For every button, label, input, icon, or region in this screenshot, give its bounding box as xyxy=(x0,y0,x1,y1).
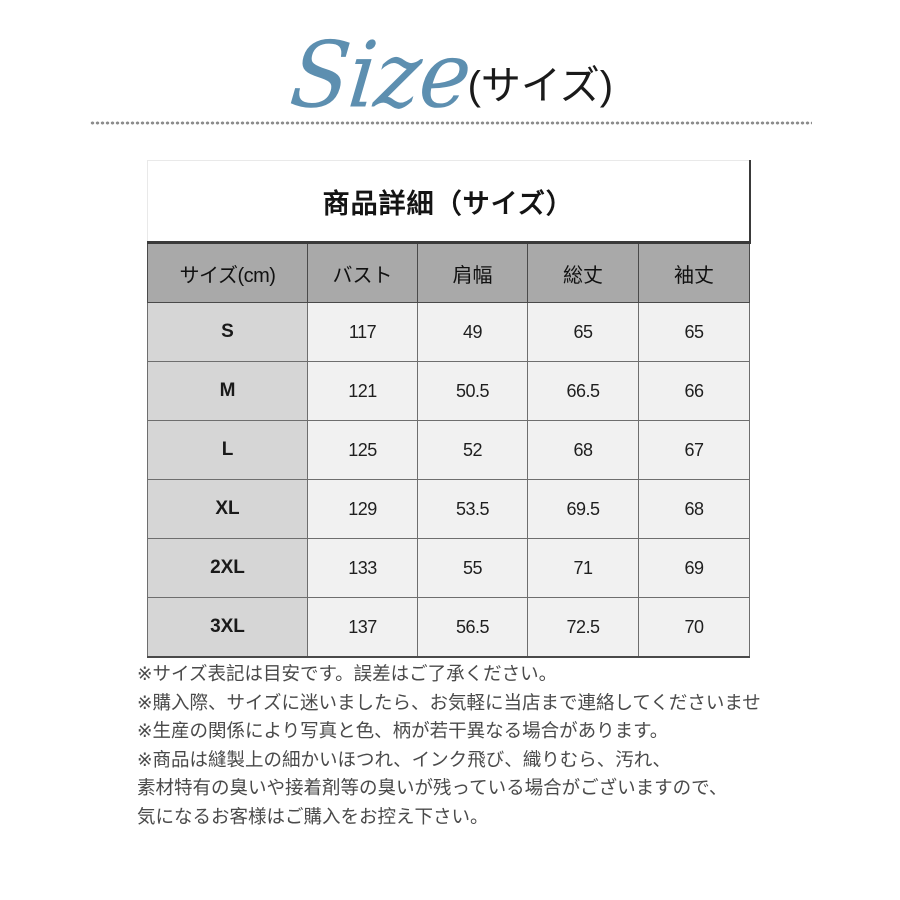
cell-bust: 117 xyxy=(307,302,418,362)
table-row: 2XL 133 55 71 69 xyxy=(147,538,751,598)
size-logo-kana-text: (サイズ) xyxy=(467,64,614,108)
column-header-size: サイズ(cm) xyxy=(147,242,308,303)
cell-shoulder: 49 xyxy=(417,302,528,362)
size-logo-script-text: Size xyxy=(285,22,476,129)
cell-length: 65 xyxy=(527,302,639,362)
note-line: ※サイズ表記は目安です。誤差はご了承ください。 xyxy=(137,663,558,684)
table-title-row: 商品詳細（サイズ） xyxy=(146,160,751,244)
cell-bust: 137 xyxy=(307,597,418,658)
cell-sleeve: 70 xyxy=(637,597,751,658)
cell-length: 72.5 xyxy=(527,597,639,658)
table-row: L 125 52 68 67 xyxy=(147,420,751,480)
cell-length: 68 xyxy=(527,420,639,480)
cell-sleeve: 68 xyxy=(637,479,751,539)
size-logo: Size (サイズ) xyxy=(0,0,900,129)
table-header-row: サイズ(cm) バスト 肩幅 総丈 袖丈 xyxy=(147,242,751,303)
row-size-label: L xyxy=(147,420,308,480)
row-size-label: M xyxy=(147,361,308,421)
cell-sleeve: 66 xyxy=(637,361,751,421)
cell-shoulder: 56.5 xyxy=(417,597,528,658)
cell-bust: 133 xyxy=(307,538,418,598)
note-line: ※生産の関係により写真と色、柄が若干異なる場合があります。 xyxy=(137,720,669,741)
column-header-sleeve: 袖丈 xyxy=(637,242,751,303)
cell-length: 66.5 xyxy=(527,361,639,421)
size-table-container: 商品詳細（サイズ） サイズ(cm) バスト 肩幅 総丈 袖丈 S 117 49 … xyxy=(146,160,751,658)
cell-bust: 129 xyxy=(307,479,418,539)
cell-shoulder: 55 xyxy=(417,538,528,598)
size-table: 商品詳細（サイズ） サイズ(cm) バスト 肩幅 総丈 袖丈 S 117 49 … xyxy=(146,160,751,658)
cell-shoulder: 52 xyxy=(417,420,528,480)
row-size-label: 2XL xyxy=(147,538,308,598)
cell-bust: 121 xyxy=(307,361,418,421)
row-size-label: S xyxy=(147,302,308,362)
cell-sleeve: 65 xyxy=(637,302,751,362)
column-header-shoulder: 肩幅 xyxy=(417,242,528,303)
row-size-label: XL xyxy=(147,479,308,539)
cell-sleeve: 69 xyxy=(637,538,751,598)
table-row: S 117 49 65 65 xyxy=(147,302,751,362)
table-row: 3XL 137 56.5 72.5 70 xyxy=(147,597,751,658)
disclaimer-notes: ※サイズ表記は目安です。誤差はご了承ください。 ※購入際、サイズに迷いましたら、… xyxy=(137,660,797,831)
dotted-divider xyxy=(90,121,812,125)
note-line: ※購入際、サイズに迷いましたら、お気軽に当店まで連絡してくださいませ xyxy=(137,691,761,713)
table-row: XL 129 53.5 69.5 68 xyxy=(147,479,751,539)
note-line: 気になるお客様はご購入をお控え下さい。 xyxy=(137,805,489,827)
table-row: M 121 50.5 66.5 66 xyxy=(147,361,751,421)
note-line: 素材特有の臭いや接着剤等の臭いが残っている場合がございますので、 xyxy=(137,777,728,798)
cell-length: 69.5 xyxy=(527,479,639,539)
row-size-label: 3XL xyxy=(147,597,308,658)
cell-length: 71 xyxy=(527,538,639,598)
page-header: Size (サイズ) xyxy=(0,0,900,129)
table-title: 商品詳細（サイズ） xyxy=(146,160,751,244)
column-header-bust: バスト xyxy=(307,242,418,303)
cell-sleeve: 67 xyxy=(637,420,751,480)
note-line: ※商品は縫製上の細かいほつれ、インク飛び、織りむら、汚れ、 xyxy=(137,748,671,770)
column-header-length: 総丈 xyxy=(527,242,639,303)
cell-bust: 125 xyxy=(307,420,418,480)
cell-shoulder: 53.5 xyxy=(417,479,528,539)
cell-shoulder: 50.5 xyxy=(417,361,528,421)
